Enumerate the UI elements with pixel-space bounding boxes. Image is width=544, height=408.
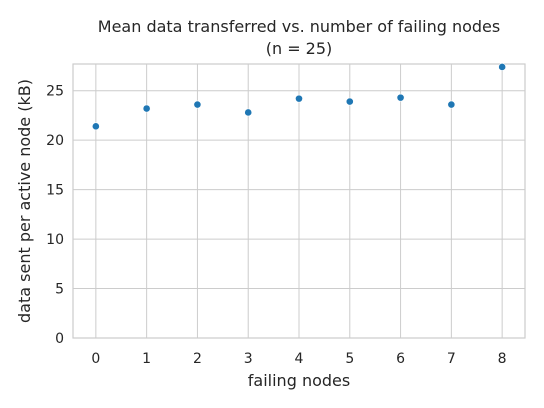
y-axis-label: data sent per active node (kB) [15,79,34,323]
grid-lines [73,64,525,339]
data-point [396,93,405,102]
chart-title: Mean data transferred vs. number of fail… [98,17,500,36]
data-point [91,122,100,131]
data-point [498,63,507,71]
chart-subtitle: (n = 25) [266,39,333,58]
x-axis-label: failing nodes [248,371,350,390]
y-tick-label: 20 [46,133,64,149]
tick-labels: 0 1 2 3 4 5 6 7 8 0 5 10 15 20 25 [46,84,506,367]
y-tick-label: 15 [46,183,64,199]
data-point [193,100,202,109]
data-point [244,108,253,117]
x-tick-label: 4 [295,351,304,367]
x-tick-label: 6 [396,351,405,367]
y-tick-label: 25 [46,84,64,100]
x-tick-label: 1 [142,351,151,367]
x-tick-label: 0 [91,351,100,367]
x-tick-label: 3 [244,351,253,367]
x-tick-label: 2 [193,351,202,367]
x-tick-label: 8 [498,351,507,367]
y-tick-label: 10 [46,232,64,248]
data-point [295,94,303,103]
y-tick-label: 0 [55,331,64,347]
x-tick-label: 5 [345,351,354,367]
plot-area-frame [72,63,526,339]
data-point [345,97,354,106]
y-tick-label: 5 [55,282,64,298]
data-point [447,100,456,109]
x-tick-label: 7 [447,351,456,367]
data-points [91,63,507,131]
data-point [142,104,151,113]
